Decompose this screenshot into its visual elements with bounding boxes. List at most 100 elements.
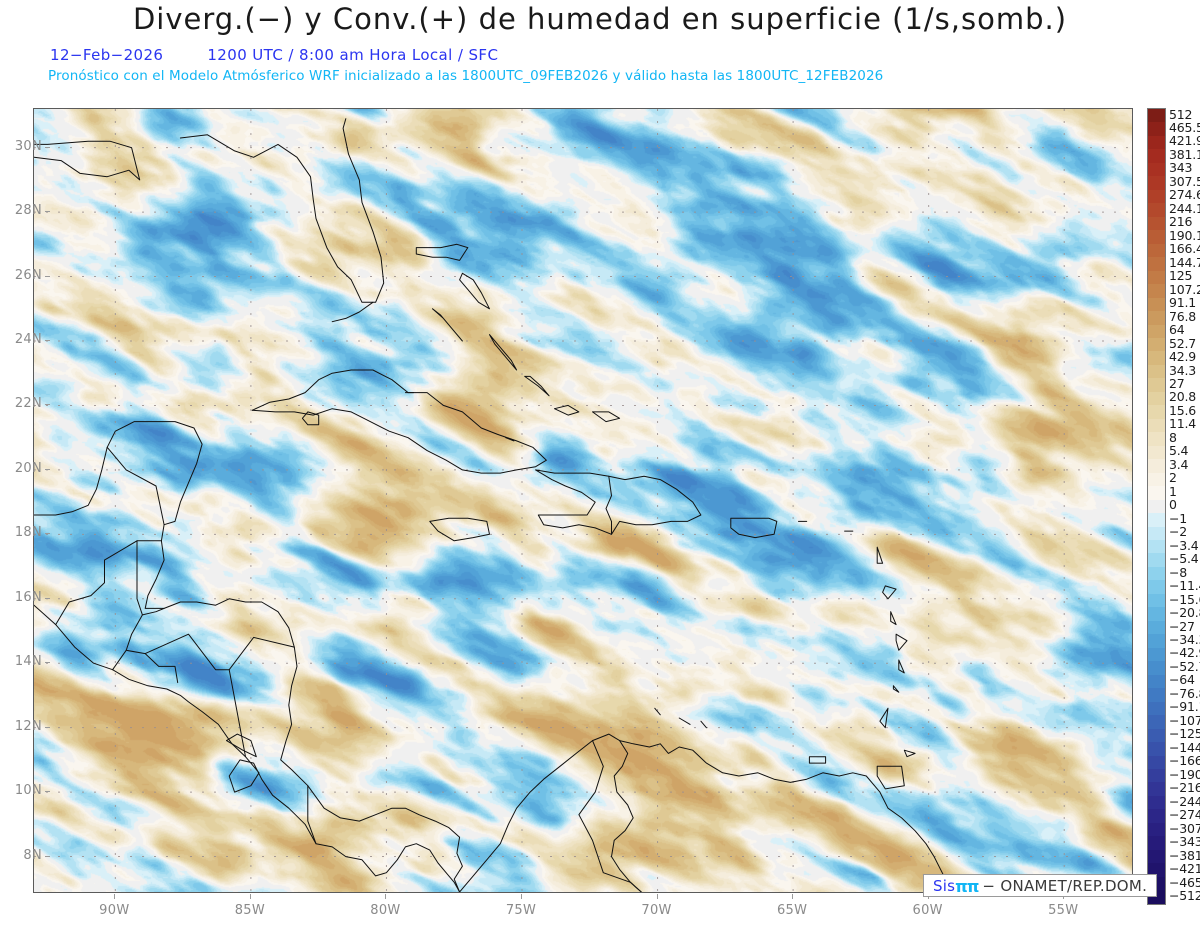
colorbar-tick-label: 166.4 bbox=[1169, 241, 1200, 257]
colorbar-swatch bbox=[1148, 822, 1165, 837]
colorbar-tick-label: 381.1 bbox=[1169, 146, 1200, 162]
lat-axis-label: 28N bbox=[14, 203, 42, 219]
lat-axis-tick bbox=[45, 855, 50, 857]
colorbar-swatch bbox=[1148, 809, 1165, 823]
attribution-badge: Sis ππ − ONAMET/REP.DOM. bbox=[923, 874, 1158, 897]
lat-axis-label: 22N bbox=[14, 396, 42, 412]
colorbar-swatch bbox=[1148, 432, 1165, 446]
colorbar-swatch bbox=[1148, 472, 1165, 487]
colorbar-tick-label: −190 bbox=[1169, 766, 1200, 782]
colorbar-swatch bbox=[1148, 122, 1165, 136]
colorbar-swatch bbox=[1148, 270, 1165, 285]
colorbar-swatch bbox=[1148, 176, 1165, 190]
colorbar-tick-label: 8 bbox=[1169, 429, 1177, 445]
colorbar-tick-label: 107.2 bbox=[1169, 281, 1200, 297]
colorbar-swatch bbox=[1148, 849, 1165, 864]
colorbar-tick-label: 465.5 bbox=[1169, 119, 1200, 135]
lon-axis-label: 90W bbox=[99, 903, 130, 918]
colorbar-tick-label: −20.8 bbox=[1169, 605, 1200, 621]
colorbar-tick-label: 343 bbox=[1169, 160, 1193, 176]
colorbar-tick-label: 91.1 bbox=[1169, 295, 1197, 311]
colorbar-tick-label: 42.9 bbox=[1169, 349, 1197, 365]
lon-axis-tick bbox=[385, 894, 387, 899]
colorbar-tick-label: −27 bbox=[1169, 618, 1195, 634]
lat-axis-label: 20N bbox=[14, 460, 42, 476]
lat-axis-tick bbox=[45, 533, 50, 535]
colorbar-swatch bbox=[1148, 364, 1165, 379]
colorbar-tick-label: 512 bbox=[1169, 106, 1193, 122]
colorbar-tick-label: −343 bbox=[1169, 834, 1200, 850]
lat-axis-tick bbox=[45, 468, 50, 470]
lat-axis-tick bbox=[45, 275, 50, 277]
attribution-text: − ONAMET/REP.DOM. bbox=[982, 877, 1148, 895]
colorbar-swatch bbox=[1148, 243, 1165, 258]
lon-axis-label: 75W bbox=[505, 903, 537, 918]
colorbar-swatch bbox=[1148, 540, 1165, 554]
moisture-divergence-field bbox=[34, 109, 1132, 892]
colorbar-tick-label: −2 bbox=[1169, 524, 1188, 540]
colorbar-swatch bbox=[1148, 297, 1165, 312]
lon-axis-tick bbox=[656, 894, 658, 899]
colorbar-tick-label: −166 bbox=[1169, 753, 1200, 769]
colorbar-swatch bbox=[1148, 311, 1165, 325]
colorbar-swatch bbox=[1148, 445, 1165, 460]
lat-axis-tick bbox=[45, 597, 50, 599]
colorbar-tick-label: −512 bbox=[1169, 888, 1200, 904]
weather-map[interactable] bbox=[33, 108, 1133, 893]
colorbar-swatch bbox=[1148, 391, 1165, 406]
colorbar-swatch bbox=[1148, 418, 1165, 433]
colorbar[interactable] bbox=[1147, 108, 1166, 905]
colorbar-tick-label: −15.6 bbox=[1169, 591, 1200, 607]
colorbar-tick-label: 64 bbox=[1169, 322, 1185, 338]
colorbar-labels: 512465.5421.9381.1343307.5274.6244.12161… bbox=[1169, 108, 1200, 905]
colorbar-swatch bbox=[1148, 284, 1165, 298]
lon-axis-label: 60W bbox=[912, 903, 943, 918]
colorbar-swatch bbox=[1148, 135, 1165, 150]
lat-axis-tick bbox=[45, 726, 50, 728]
colorbar-tick-label: 52.7 bbox=[1169, 335, 1197, 351]
lon-axis-label: 65W bbox=[776, 903, 808, 918]
colorbar-tick-label: 34.3 bbox=[1169, 362, 1197, 378]
page-title: Diverg.(−) y Conv.(+) de humedad en supe… bbox=[132, 2, 1068, 36]
lat-axis-label: 30N bbox=[14, 138, 42, 154]
colorbar-swatch bbox=[1148, 607, 1165, 621]
colorbar-tick-label: 421.9 bbox=[1169, 133, 1200, 149]
colorbar-tick-label: 20.8 bbox=[1169, 389, 1197, 405]
colorbar-tick-label: 5.4 bbox=[1169, 443, 1189, 459]
colorbar-swatch bbox=[1148, 149, 1165, 163]
colorbar-tick-label: 274.6 bbox=[1169, 187, 1200, 203]
colorbar-swatch bbox=[1148, 230, 1165, 244]
colorbar-swatch bbox=[1148, 486, 1165, 500]
colorbar-tick-label: −307 bbox=[1169, 820, 1200, 836]
lat-axis-label: 26N bbox=[14, 267, 42, 283]
colorbar-swatch bbox=[1148, 189, 1165, 204]
colorbar-tick-label: −64 bbox=[1169, 672, 1195, 688]
colorbar-tick-label: −11.4 bbox=[1169, 578, 1200, 594]
colorbar-tick-label: −1 bbox=[1169, 510, 1188, 526]
colorbar-swatch bbox=[1148, 661, 1165, 675]
colorbar-tick-label: −42.9 bbox=[1169, 645, 1200, 661]
colorbar-tick-label: −91.1 bbox=[1169, 699, 1200, 715]
colorbar-swatch bbox=[1148, 162, 1165, 177]
lat-axis-tick bbox=[45, 146, 50, 148]
colorbar-swatch bbox=[1148, 351, 1165, 365]
colorbar-swatch bbox=[1148, 782, 1165, 796]
lon-axis-label: 70W bbox=[641, 903, 672, 918]
colorbar-swatch bbox=[1148, 109, 1165, 123]
lon-axis-label: 55W bbox=[1048, 903, 1079, 918]
colorbar-tick-label: −465 bbox=[1169, 874, 1200, 890]
lon-axis-tick bbox=[114, 894, 116, 899]
colorbar-tick-label: −125 bbox=[1169, 726, 1200, 742]
colorbar-tick-label: −421 bbox=[1169, 861, 1200, 877]
lat-axis-label: 14N bbox=[14, 654, 42, 670]
colorbar-tick-label: 144.7 bbox=[1169, 254, 1200, 270]
colorbar-swatch bbox=[1148, 768, 1165, 783]
colorbar-tick-label: −34.3 bbox=[1169, 632, 1200, 647]
lat-axis-label: 12N bbox=[14, 718, 42, 734]
colorbar-swatch bbox=[1148, 647, 1165, 662]
lat-axis-label: 8N bbox=[23, 847, 42, 863]
colorbar-swatch bbox=[1148, 203, 1165, 217]
colorbar-swatch bbox=[1148, 593, 1165, 608]
colorbar-tick-label: 216 bbox=[1169, 214, 1193, 230]
colorbar-tick-label: 244.1 bbox=[1169, 200, 1200, 216]
